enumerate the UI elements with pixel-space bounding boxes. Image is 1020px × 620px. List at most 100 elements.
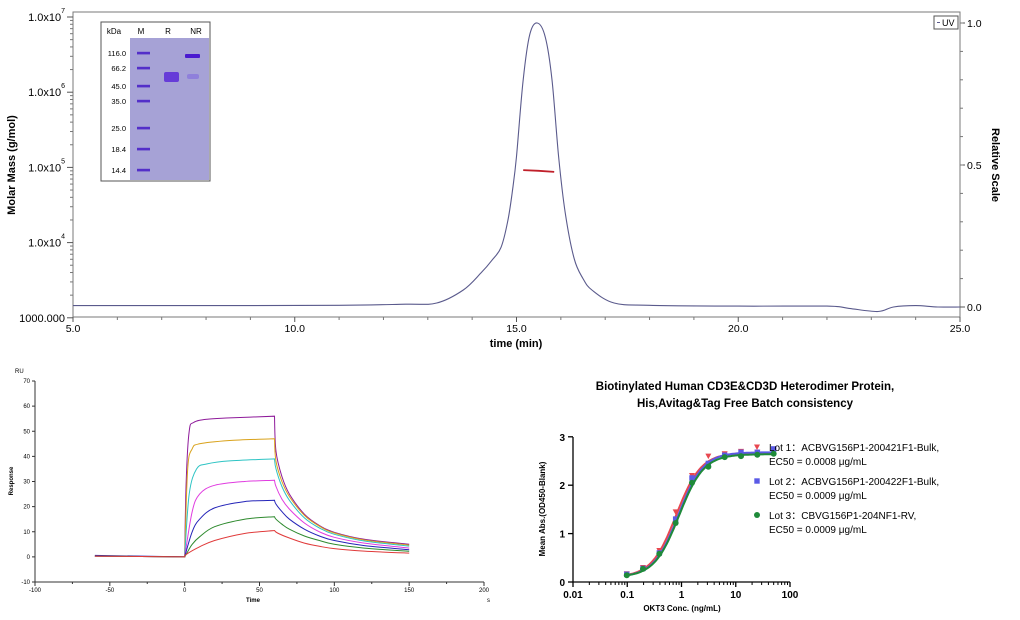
x-tick-label: 10.0 [285, 323, 306, 335]
gel-marker-band [137, 99, 150, 103]
y2-tick-label: 0.5 [967, 160, 982, 172]
y-tick-label: 20 [23, 505, 30, 511]
gel-marker-band [137, 126, 150, 130]
data-point-lot-2 [672, 516, 679, 522]
y-tick-label: 0 [559, 578, 565, 589]
gel-marker-band [137, 51, 150, 55]
y2-tick-label: 0.0 [967, 302, 982, 314]
legend-box [933, 15, 959, 30]
data-point-lot-3 [656, 550, 663, 557]
y-tick-label: 40 [23, 454, 30, 460]
gel-lane-header: R [165, 27, 171, 36]
y-tick-label: 50 [23, 429, 30, 435]
y2-axis-title: Relative Scale [989, 128, 1001, 202]
gel-marker-band [137, 147, 150, 151]
y-tick-base: 1.0x10 [28, 162, 61, 174]
y-axis-title: Mean Abs.(OD450-Blank) [538, 461, 547, 556]
y-tick-label: 0 [27, 555, 31, 561]
data-point-lot-3 [705, 463, 712, 470]
x-tick-label: 100 [782, 590, 799, 601]
chart-title-line-1: Biotinylated Human CD3E&CD3D Heterodimer… [596, 381, 894, 393]
data-point-lot-2 [705, 460, 712, 467]
x-tick-label: 5.0 [66, 323, 81, 335]
molar-mass-trace [523, 169, 555, 173]
gel-marker-label: 45.0 [111, 82, 126, 91]
gel-marker-label: 14.4 [111, 166, 126, 175]
y-tick-label: 3 [559, 433, 565, 444]
y-tick-label: 2 [559, 481, 565, 492]
y-tick-exponent: 6 [61, 83, 65, 90]
x-tick-label: 0.01 [563, 590, 583, 601]
legend-label-lot-2: Lot 2：ACBVG156P1-200422F1-Bulk, [769, 477, 939, 488]
gel-image [130, 38, 209, 180]
legend-ec50-lot-3: EC50 = 0.0009 μg/mL [769, 525, 867, 536]
gel-marker-band [137, 168, 150, 172]
y-tick-label: 1.0x107 [28, 8, 65, 24]
uv-trace [73, 22, 961, 313]
gel-marker-label: 116.0 [108, 49, 126, 58]
data-point-lot-3 [721, 454, 728, 461]
legend-uv-label: UV [942, 18, 955, 28]
x-tick-label: 150 [404, 588, 415, 594]
legend-ec50-lot-2: EC50 = 0.0009 μg/mL [769, 491, 867, 502]
x-tick-label: 15.0 [506, 323, 527, 335]
data-point-lot-3 [623, 572, 630, 579]
sensorgram-curve-4 [94, 479, 410, 558]
data-point-lot-3 [688, 479, 695, 486]
data-point-lot-3 [639, 565, 646, 572]
gel-band-nonreduced [185, 54, 200, 58]
sensorgram-curve-3 [94, 458, 410, 558]
chart-title-line-2: His,Avitag&Tag Free Batch consistency [637, 398, 854, 410]
x-unit-label: s [487, 598, 490, 604]
y-tick-label: 30 [23, 480, 30, 486]
sds-page-gel-inset: kDa M R NR 116.0 66.2 45.0 35.0 25.0 18.4 14.4 [100, 21, 211, 182]
y-tick-base: 1.0x10 [28, 238, 61, 250]
x-tick-label: 25.0 [950, 323, 971, 335]
legend-marker-lot-3 [754, 512, 760, 518]
gel-marker-label: 25.0 [111, 124, 126, 133]
x-tick-label: 200 [479, 588, 490, 594]
gel-band-nonreduced-faint [187, 74, 199, 79]
legend-marker-lot-1 [754, 444, 760, 450]
data-point-lot-3 [770, 450, 777, 457]
data-point-lot-1 [705, 453, 712, 460]
y-tick-exponent: 5 [61, 158, 65, 165]
y-tick-label: 70 [23, 379, 30, 385]
sec-mals-chart: 5.0 10.0 15.0 20.0 25.01.0x1071.0x1061.0x105… [6, 8, 1001, 350]
gel-marker-label: 35.0 [111, 97, 126, 106]
sensorgram-curve-1 [94, 415, 410, 558]
data-point-lot-2 [689, 475, 695, 481]
sensorgram-curve-2 [94, 438, 410, 558]
legend-marker-lot-2 [754, 478, 760, 484]
data-point-lot-3 [754, 451, 761, 458]
x-tick-label: 1 [679, 590, 685, 601]
data-point-lot-2 [738, 449, 744, 455]
y-tick-label: -10 [21, 580, 30, 586]
x-tick-label: 20.0 [728, 323, 749, 335]
y-tick-label: 1.0x106 [28, 83, 65, 99]
x-tick-label: -50 [105, 588, 114, 594]
x-tick-label: 50 [256, 588, 263, 594]
gel-band-reduced [164, 72, 179, 82]
x-axis-title: OKT3 Conc. (ng/mL) [643, 604, 721, 613]
y-tick-label: 1.0x104 [28, 234, 65, 250]
y-tick-base: 1.0x10 [28, 12, 61, 24]
sensorgram-curve-6 [94, 516, 410, 558]
gel-marker-label: 66.2 [111, 64, 126, 73]
y-axis-title: Response [9, 466, 15, 495]
x-tick-label: 0 [183, 588, 187, 594]
gel-marker-label: 18.4 [111, 145, 126, 154]
gel-lane-header: M [138, 27, 145, 36]
y-axis-title: Molar Mass (g/mol) [6, 115, 18, 215]
gel-marker-band [137, 84, 150, 88]
y-tick-label: 10 [23, 530, 30, 536]
gel-marker-band [137, 66, 150, 70]
y-tick-label: 1.0x105 [28, 158, 65, 174]
data-point-lot-3 [672, 519, 679, 526]
legend-ec50-lot-1: EC50 = 0.0008 μg/mL [769, 457, 867, 468]
y-unit-label: RU [15, 369, 24, 375]
y-tick-exponent: 7 [61, 8, 65, 15]
legend-label-lot-3: Lot 3：CBVG156P1-204NF1-RV, [769, 511, 916, 522]
y-tick-label: 1000.000 [19, 313, 65, 325]
